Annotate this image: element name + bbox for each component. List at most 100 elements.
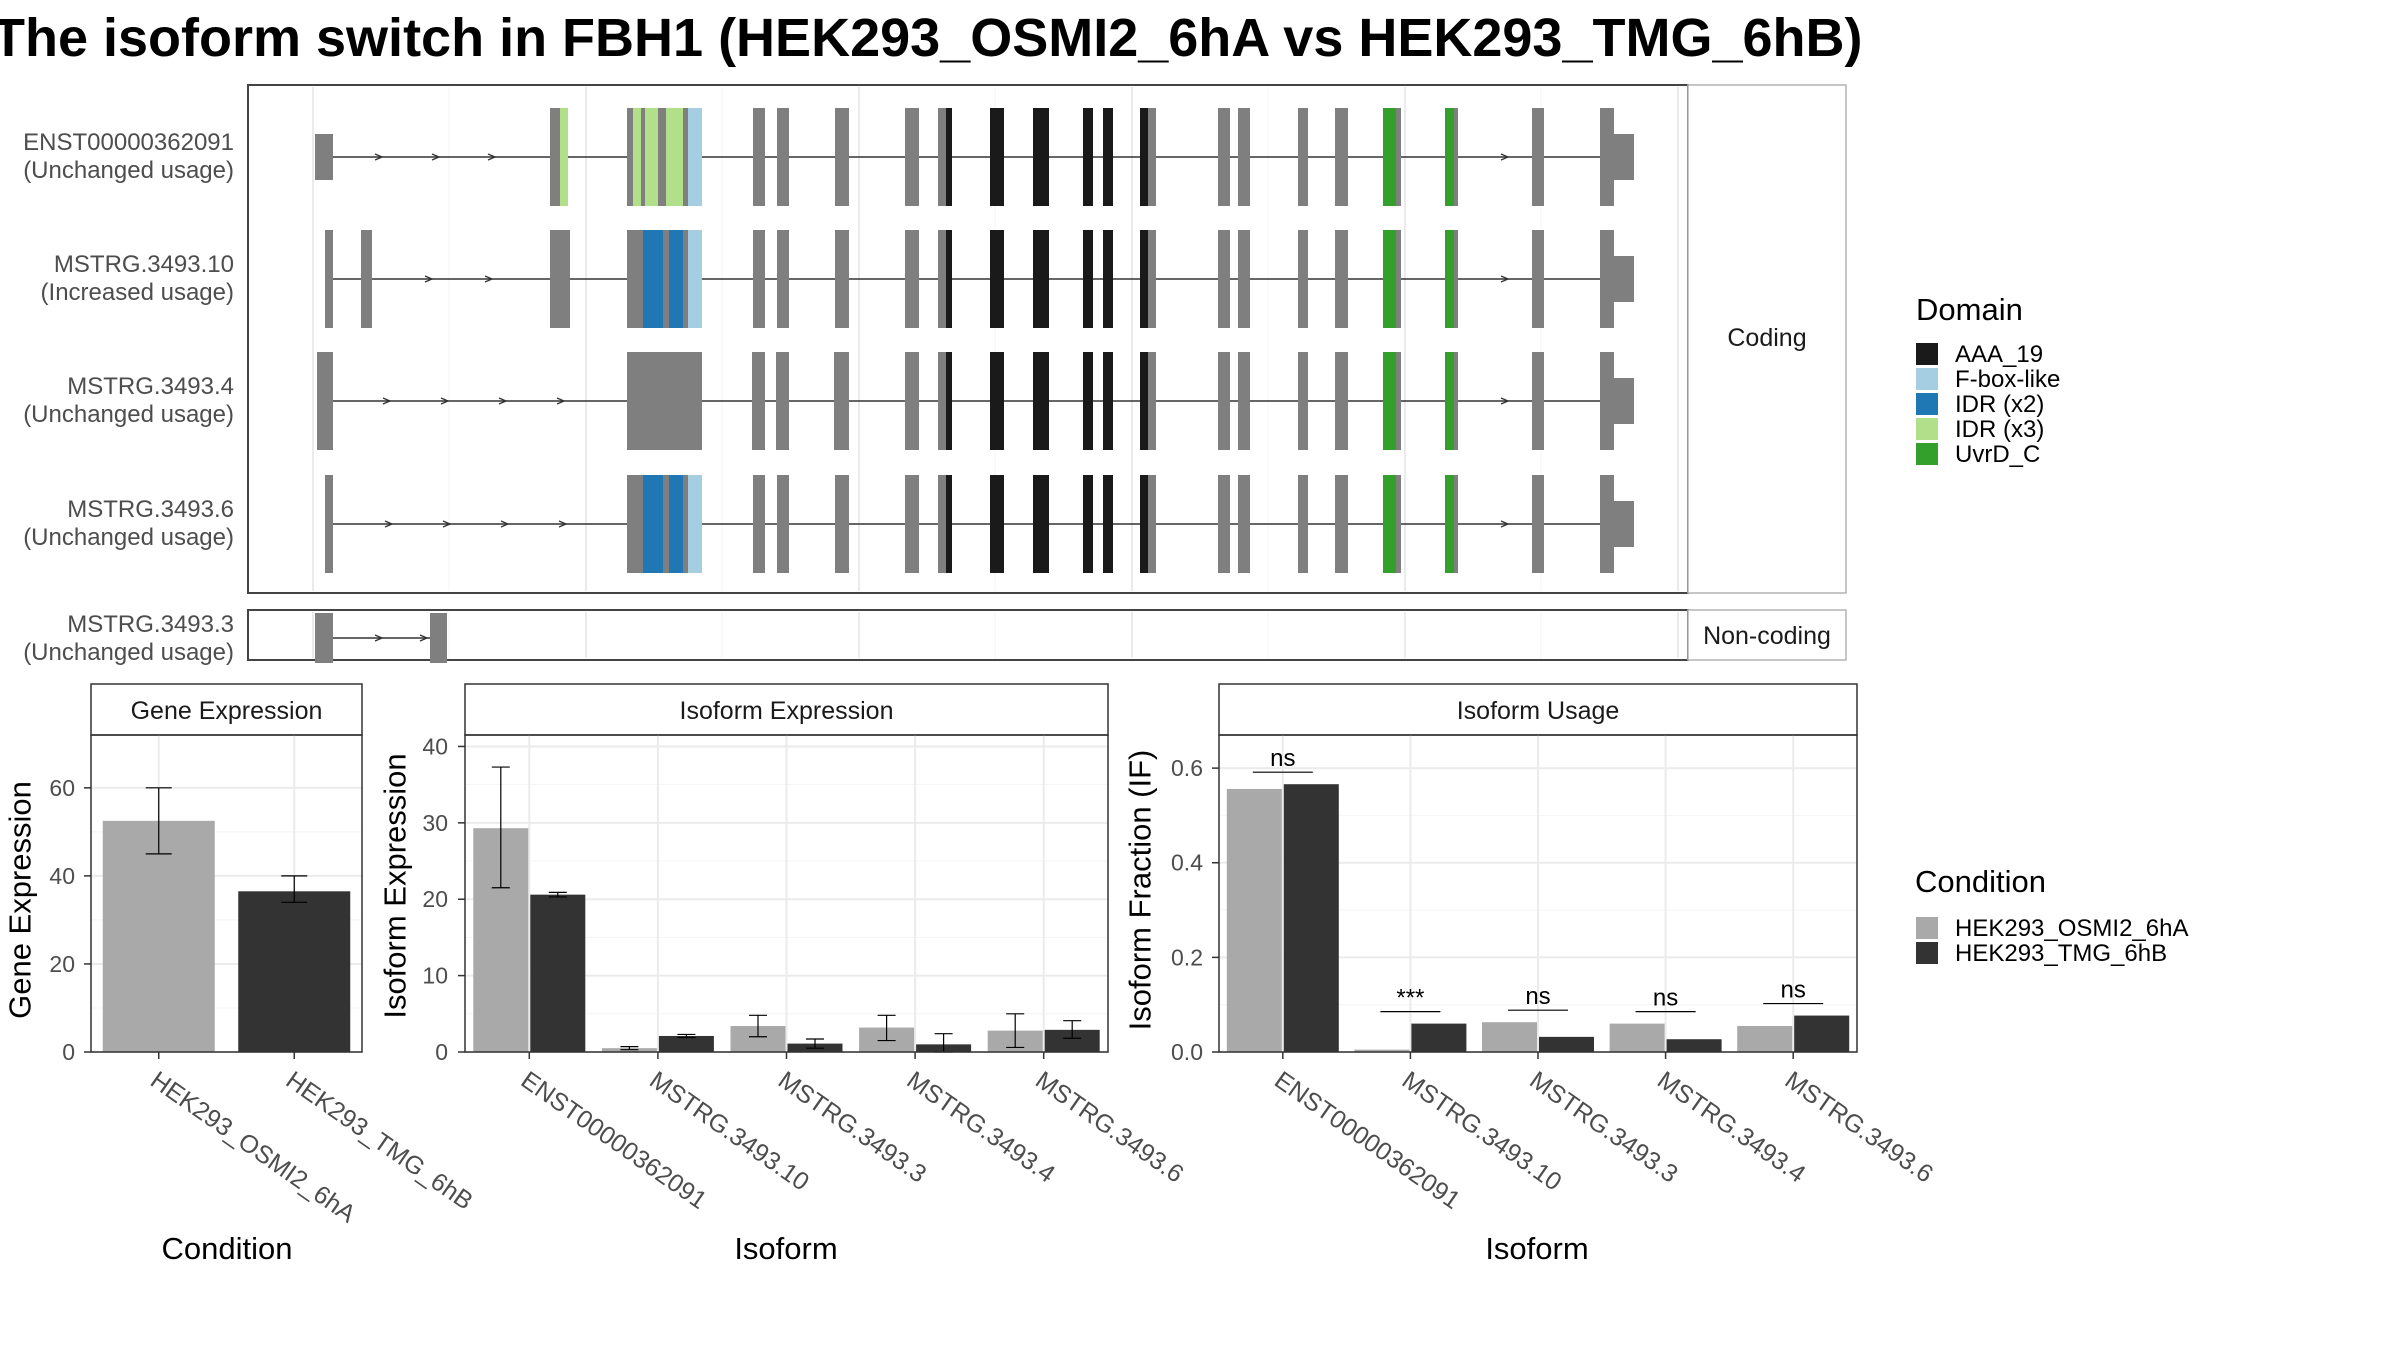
domain-block [946,352,952,450]
exon-block [1298,108,1308,206]
utr-block [1614,501,1634,547]
utr-block [1614,134,1634,180]
transcript-id-label: MSTRG.3493.3 [67,611,234,638]
y-tick-label: 60 [49,775,75,801]
transcript-id-label: MSTRG.3493.4 [67,373,234,400]
exon-block [641,108,645,206]
y-tick-label: 20 [422,886,448,912]
exon-block [1298,230,1308,328]
exon-block [627,475,643,573]
strand-arrow [419,634,429,642]
exon-block [663,475,669,573]
domain-block [1140,230,1148,328]
utr-block [1614,378,1634,424]
y-axis-title: Isoform Expression [378,753,413,1018]
transcript-structure-row [315,108,1634,206]
bar [1609,1023,1665,1052]
y-tick-label: 10 [422,963,448,989]
utr-block [315,134,333,180]
domain-block [1083,352,1093,450]
isoform-expression-chart: Isoform Expression010203040ENST000003620… [378,683,1189,1266]
exon-block [905,230,919,328]
exon-block [938,475,946,573]
transcript-structure-panel: Coding Non-coding ENST00000362091(Unchan… [23,84,1847,666]
domain-block [643,475,663,573]
exon-block [325,475,333,573]
domain-block [1083,475,1093,573]
y-tick-label: 0 [62,1039,75,1065]
exon-block [1238,475,1250,573]
exon-block [753,230,765,328]
exon-block [361,230,372,328]
transcript-structure-row [315,613,447,663]
utr-block [1614,256,1634,302]
y-tick-label: 0.2 [1171,944,1203,970]
exon-block [938,230,946,328]
exon-block [1148,230,1156,328]
strand-arrow [1500,275,1510,283]
y-tick-label: 30 [422,810,448,836]
exon-block [1298,352,1308,450]
exon-block [683,475,688,573]
transcript-id-label: MSTRG.3493.6 [67,496,234,523]
domain-legend-label: AAA_19 [1955,341,2043,368]
domain-block [1103,475,1113,573]
strand-arrow [442,520,452,528]
transcript-usage-label: (Unchanged usage) [23,639,234,666]
domain-block [633,108,641,206]
exon-block [1396,108,1401,206]
transcript-usage-label: (Unchanged usage) [23,157,234,184]
domain-legend-label: IDR (x3) [1955,416,2044,443]
noncoding-strip-label: Non-coding [1703,622,1831,650]
bar [1226,788,1282,1052]
exon-block [753,108,765,206]
bar [1794,1015,1850,1052]
domain-block [1033,352,1049,450]
domain-block [645,108,658,206]
exon-block [1148,108,1156,206]
condition-legend-key [1916,917,1938,939]
transcript-id-label: ENST00000362091 [23,129,234,156]
exon-block [1532,475,1544,573]
figure-title: The isoform switch in FBH1 (HEK293_OSMI2… [0,8,1863,68]
exon-block [683,108,688,206]
exon-block [1454,108,1458,206]
strand-arrow [487,153,497,161]
exon-block [1454,352,1458,450]
y-axis-title: Gene Expression [3,781,38,1019]
strand-arrow [500,520,510,528]
exon-block [1600,475,1614,573]
domain-block [1140,475,1148,573]
exon-block [683,230,688,328]
strand-arrow [382,397,392,405]
exon-block [835,230,849,328]
domain-block [1033,108,1049,206]
exon-block [1218,475,1230,573]
exon-block [753,475,765,573]
y-tick-label: 0.4 [1171,850,1203,876]
domain-block [1083,108,1093,206]
bar [102,820,215,1052]
y-tick-label: 20 [49,951,75,977]
exon-block [777,230,789,328]
strand-arrow [1500,520,1510,528]
strand-arrow [1500,153,1510,161]
significance-label: ns [1525,983,1550,1010]
significance-label: *** [1396,985,1424,1012]
noncoding-panel-frame [247,609,1689,661]
bar [1283,784,1339,1052]
transcript-usage-label: (Increased usage) [41,279,234,306]
exon-block [1600,108,1614,206]
exon-block [1532,108,1544,206]
domain-legend-key [1916,443,1938,465]
exon-block [430,613,447,663]
bar [530,894,586,1052]
domain-legend-label: IDR (x2) [1955,391,2044,418]
strand-arrow [374,634,384,642]
exon-block [1600,352,1614,450]
exon-block [1600,230,1614,328]
exon-block [550,108,560,206]
panel-title: Isoform Expression [680,697,894,725]
